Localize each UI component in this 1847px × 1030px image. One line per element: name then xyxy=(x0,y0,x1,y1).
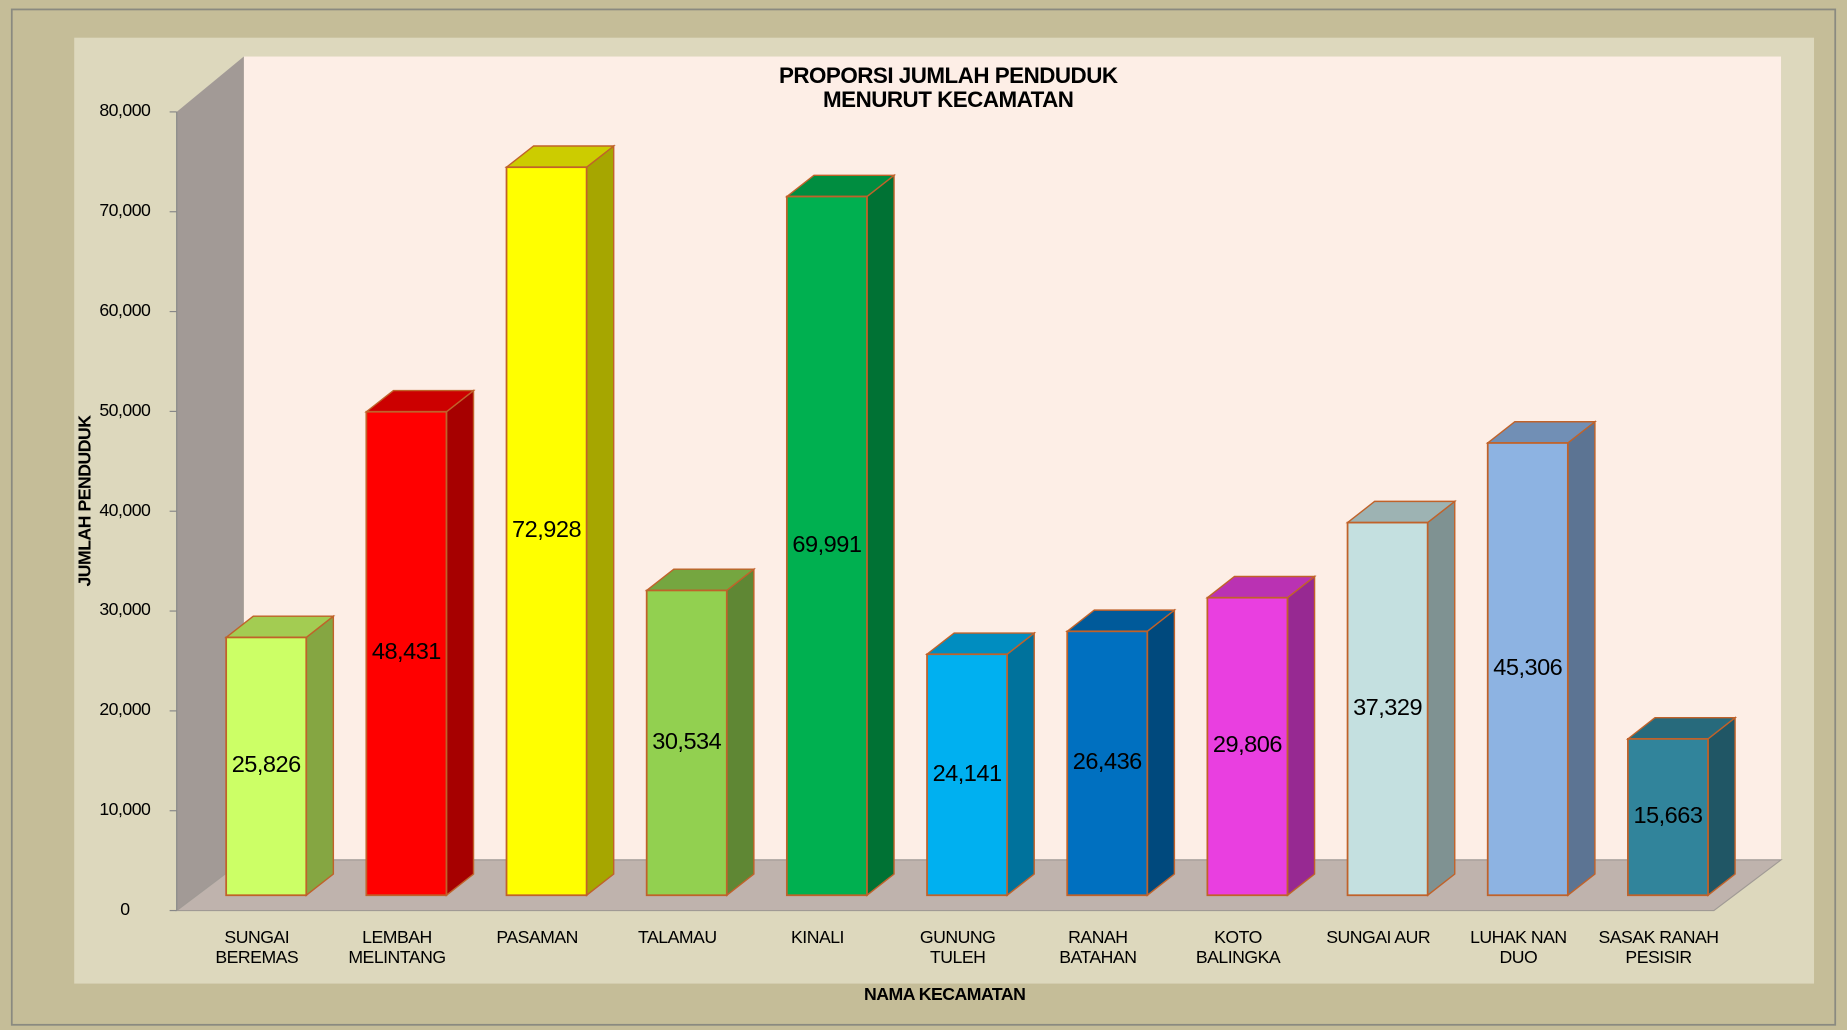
bar xyxy=(785,195,868,897)
bar-side xyxy=(1567,420,1596,897)
x-tick-label: KINALI xyxy=(791,927,844,948)
value-label: 30,534 xyxy=(652,727,722,754)
bar xyxy=(645,589,728,897)
x-tick-label: TALAMAU xyxy=(638,927,717,948)
bar xyxy=(1346,521,1429,897)
x-tick-label: GUNUNG TULEH xyxy=(919,927,996,967)
x-tick-label: LEMBAH MELINTANG xyxy=(348,927,446,967)
value-label: 45,306 xyxy=(1493,653,1563,680)
bar xyxy=(1486,442,1569,897)
bar-side xyxy=(305,614,335,897)
chart-title: PROPORSI JUMLAH PENDUDUK MENURUT KECAMAT… xyxy=(778,62,1118,113)
x-tick-label: KOTO BALINGKA xyxy=(1195,927,1281,967)
value-label: 29,806 xyxy=(1212,731,1283,758)
x-tick-label: SUNGAI AUR xyxy=(1326,927,1431,948)
bar xyxy=(225,636,308,897)
bar-side xyxy=(866,173,895,897)
y-axis-title: JUMLAH PENDUDUK xyxy=(74,415,95,587)
bar-side xyxy=(1707,716,1736,897)
y-tick-label: 30,000 xyxy=(99,599,151,620)
bar-side xyxy=(445,389,475,897)
bar xyxy=(365,410,448,897)
y-tick-label: 40,000 xyxy=(99,499,151,520)
value-label: 48,431 xyxy=(371,638,442,665)
value-label: 24,141 xyxy=(932,759,1003,786)
bar xyxy=(1627,737,1709,897)
bar xyxy=(1206,596,1289,897)
value-label: 37,329 xyxy=(1353,693,1423,720)
bar-side xyxy=(1426,499,1456,897)
x-tick-label: SASAK RANAH PESISIR xyxy=(1598,927,1719,967)
y-tick-label: 50,000 xyxy=(99,399,151,420)
y-tick-label: 80,000 xyxy=(99,100,151,121)
x-tick-label: SUNGAI BEREMAS xyxy=(215,927,299,967)
bar xyxy=(926,653,1009,897)
value-label: 69,991 xyxy=(792,530,862,557)
bar-side xyxy=(585,144,615,897)
bar-side xyxy=(726,567,755,897)
bar-side xyxy=(1146,608,1176,897)
value-label: 72,928 xyxy=(512,516,582,543)
bar-side xyxy=(1286,575,1316,897)
value-label: 15,663 xyxy=(1633,801,1703,828)
x-tick-label: PASAMAN xyxy=(496,927,578,948)
x-tick-label: RANAH BATAHAN xyxy=(1059,927,1137,967)
bar xyxy=(1066,630,1149,897)
value-label: 26,436 xyxy=(1072,748,1143,775)
bar-side xyxy=(1006,631,1035,897)
bar xyxy=(505,166,588,897)
y-tick-label: 60,000 xyxy=(99,299,151,320)
y-tick-label: 70,000 xyxy=(99,200,151,221)
y-tick-label: 0 xyxy=(120,898,130,919)
x-axis-title: NAMA KECAMATAN xyxy=(864,983,1026,1004)
x-tick-label: LUHAK NAN DUO xyxy=(1470,927,1567,967)
value-label: 25,826 xyxy=(231,751,302,778)
y-tick-label: 10,000 xyxy=(99,799,151,820)
y-tick-label: 20,000 xyxy=(99,699,151,720)
